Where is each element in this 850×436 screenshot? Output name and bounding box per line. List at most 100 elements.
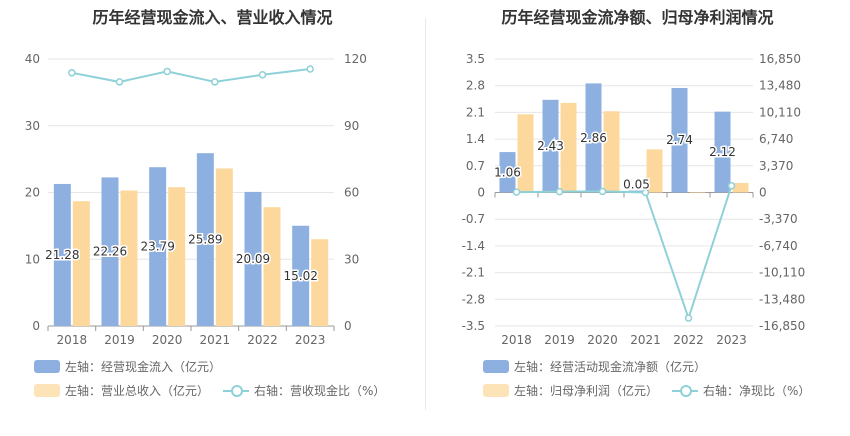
y-right-tick-label: 0 — [344, 319, 352, 333]
legend-row-2-left: 左轴：营业总收入（亿元） 右轴：营收现金比（%） — [34, 382, 399, 399]
legend-label: 左轴：经营活动现金流净额（亿元） — [514, 360, 707, 374]
y-left-tick-label: 30 — [25, 119, 40, 133]
bar-secondary — [168, 187, 186, 326]
bar-secondary — [560, 102, 577, 193]
legend-swatch-bar-orange — [483, 384, 509, 397]
y-left-tick-label: -2.8 — [462, 292, 485, 306]
bar-primary — [499, 152, 516, 193]
legend-swatch-bar-blue — [483, 360, 509, 373]
bar-primary — [585, 83, 602, 193]
legend-item-cash-inflow[interactable]: 左轴：经营现金流入（亿元） — [34, 358, 221, 375]
bar-secondary — [646, 149, 663, 193]
x-tick-label: 2019 — [104, 333, 135, 347]
x-tick-label: 2020 — [152, 333, 183, 347]
y-left-tick-label: 1.4 — [466, 132, 485, 146]
legend-item-cash-revenue-ratio[interactable]: 右轴：营收现金比（%） — [223, 382, 385, 399]
y-left-tick-label: 0 — [32, 319, 40, 333]
ratio-point — [598, 187, 607, 196]
legend-item-revenue[interactable]: 左轴：营业总收入（亿元） — [34, 382, 209, 399]
y-right-tick-label: 13,480 — [759, 79, 801, 93]
legend-row-1-right: 左轴：经营活动现金流净额（亿元） — [483, 358, 720, 375]
bar-data-label: 2.74 — [666, 133, 693, 147]
y-left-tick-label: 2.8 — [466, 79, 485, 93]
x-tick-label: 2021 — [630, 333, 661, 347]
ratio-point — [258, 71, 267, 79]
x-tick-label: 2023 — [716, 333, 747, 347]
bar-primary — [149, 167, 167, 326]
y-right-tick-label: 90 — [344, 119, 359, 133]
bar-data-label: 22.26 — [93, 245, 127, 259]
chart-panel-cash-inflow: 历年经营现金流入、营业收入情况 0 10 20 30 40 0 30 60 90 120 2018 2… — [25, 8, 399, 399]
bar-primary — [292, 225, 310, 326]
y-left-tick-label: 20 — [25, 186, 40, 200]
y-right-tick-label: 120 — [344, 52, 367, 66]
bar-primary — [714, 111, 731, 193]
bar-data-label: 20.09 — [236, 252, 270, 266]
bar-secondary — [120, 190, 138, 326]
ratio-point — [68, 69, 76, 77]
x-tick-label: 2022 — [247, 333, 278, 347]
bar-data-label: 2.43 — [537, 139, 564, 153]
panel-divider — [425, 18, 426, 410]
bar-primary — [542, 99, 559, 193]
ratio-point — [211, 78, 219, 86]
bar-secondary — [311, 239, 329, 326]
ratio-line — [516, 185, 733, 322]
ratio-point — [163, 67, 171, 76]
bar-primary — [196, 153, 214, 326]
legend-item-net-cash-ratio[interactable]: 右轴：净现比（%） — [672, 382, 810, 399]
chart-plot-left: 0 10 20 30 40 0 30 60 90 120 2018 2019 2020 2021 2022 2… — [25, 52, 367, 347]
bar-data-label: 15.02 — [283, 269, 317, 283]
y-right-tick-label: -16,850 — [759, 319, 805, 333]
bar-secondary — [732, 182, 749, 193]
bar-data-label: 25.89 — [188, 233, 222, 247]
y-left-tick-label: -2.1 — [462, 266, 485, 280]
bar-secondary — [517, 114, 534, 193]
y-right-tick-label: 30 — [344, 252, 359, 266]
legend-item-net-profit[interactable]: 左轴：归母净利润（亿元） — [483, 382, 658, 399]
ratio-line — [71, 68, 311, 83]
y-right-tick-label: -3,370 — [759, 212, 798, 226]
bar-data-label: 2.86 — [580, 131, 607, 145]
legend-label: 右轴：营收现金比（%） — [254, 384, 386, 398]
y-right-tick-label: 0 — [759, 186, 767, 200]
y-left-tick-label: -3.5 — [462, 319, 485, 333]
y-right-tick-label: 10,110 — [759, 105, 801, 119]
ratio-point — [641, 188, 650, 197]
ratio-point — [727, 182, 736, 190]
chart-title-left: 历年经营现金流入、营业收入情况 — [92, 8, 333, 27]
x-tick-label: 2023 — [295, 333, 326, 347]
y-left-tick-label: -1.4 — [462, 239, 485, 253]
bar-secondary — [215, 168, 233, 326]
bar-secondary — [263, 207, 281, 326]
x-tick-label: 2018 — [501, 333, 532, 347]
legend-row-1-left: 左轴：经营现金流入（亿元） — [34, 358, 235, 375]
y-right-tick-label: -6,740 — [759, 239, 798, 253]
bar-secondary — [603, 111, 620, 193]
y-right-tick-label: 3,370 — [759, 159, 793, 173]
x-tick-label: 2020 — [587, 333, 618, 347]
bar-primary — [101, 177, 119, 326]
y-left-tick-label: 10 — [25, 252, 40, 266]
legend-label: 右轴：净现比（%） — [703, 384, 811, 398]
y-left-tick-label: -0.7 — [462, 212, 485, 226]
y-right-tick-label: -10,110 — [759, 266, 805, 280]
chart-panel-net-cash-flow: 历年经营现金流净额、归母净利润情况 -3.5 -2.8 -2.1 -1.4 -0.7 0 0… — [425, 0, 850, 436]
ratio-point — [555, 187, 564, 196]
bar-primary — [671, 87, 688, 193]
y-right-tick-label: 60 — [344, 186, 359, 200]
legend-swatch-bar-blue — [34, 360, 60, 373]
bar-data-label: 2.12 — [709, 145, 736, 159]
x-tick-label: 2019 — [544, 333, 575, 347]
legend-swatch-line — [672, 384, 699, 397]
bar-data-label: 21.28 — [45, 248, 79, 262]
y-left-tick-label: 3.5 — [466, 52, 485, 66]
ratio-point — [512, 188, 521, 196]
legend-item-net-cash-flow[interactable]: 左轴：经营活动现金流净额（亿元） — [483, 358, 706, 375]
bar-data-label: 1.06 — [494, 165, 521, 179]
ratio-point — [684, 314, 693, 322]
chart-title-right: 历年经营现金流净额、归母净利润情况 — [501, 8, 774, 27]
y-left-tick-label: 0 — [477, 186, 485, 200]
legend-label: 左轴：营业总收入（亿元） — [65, 384, 210, 398]
y-left-tick-label: 0.7 — [466, 159, 485, 173]
